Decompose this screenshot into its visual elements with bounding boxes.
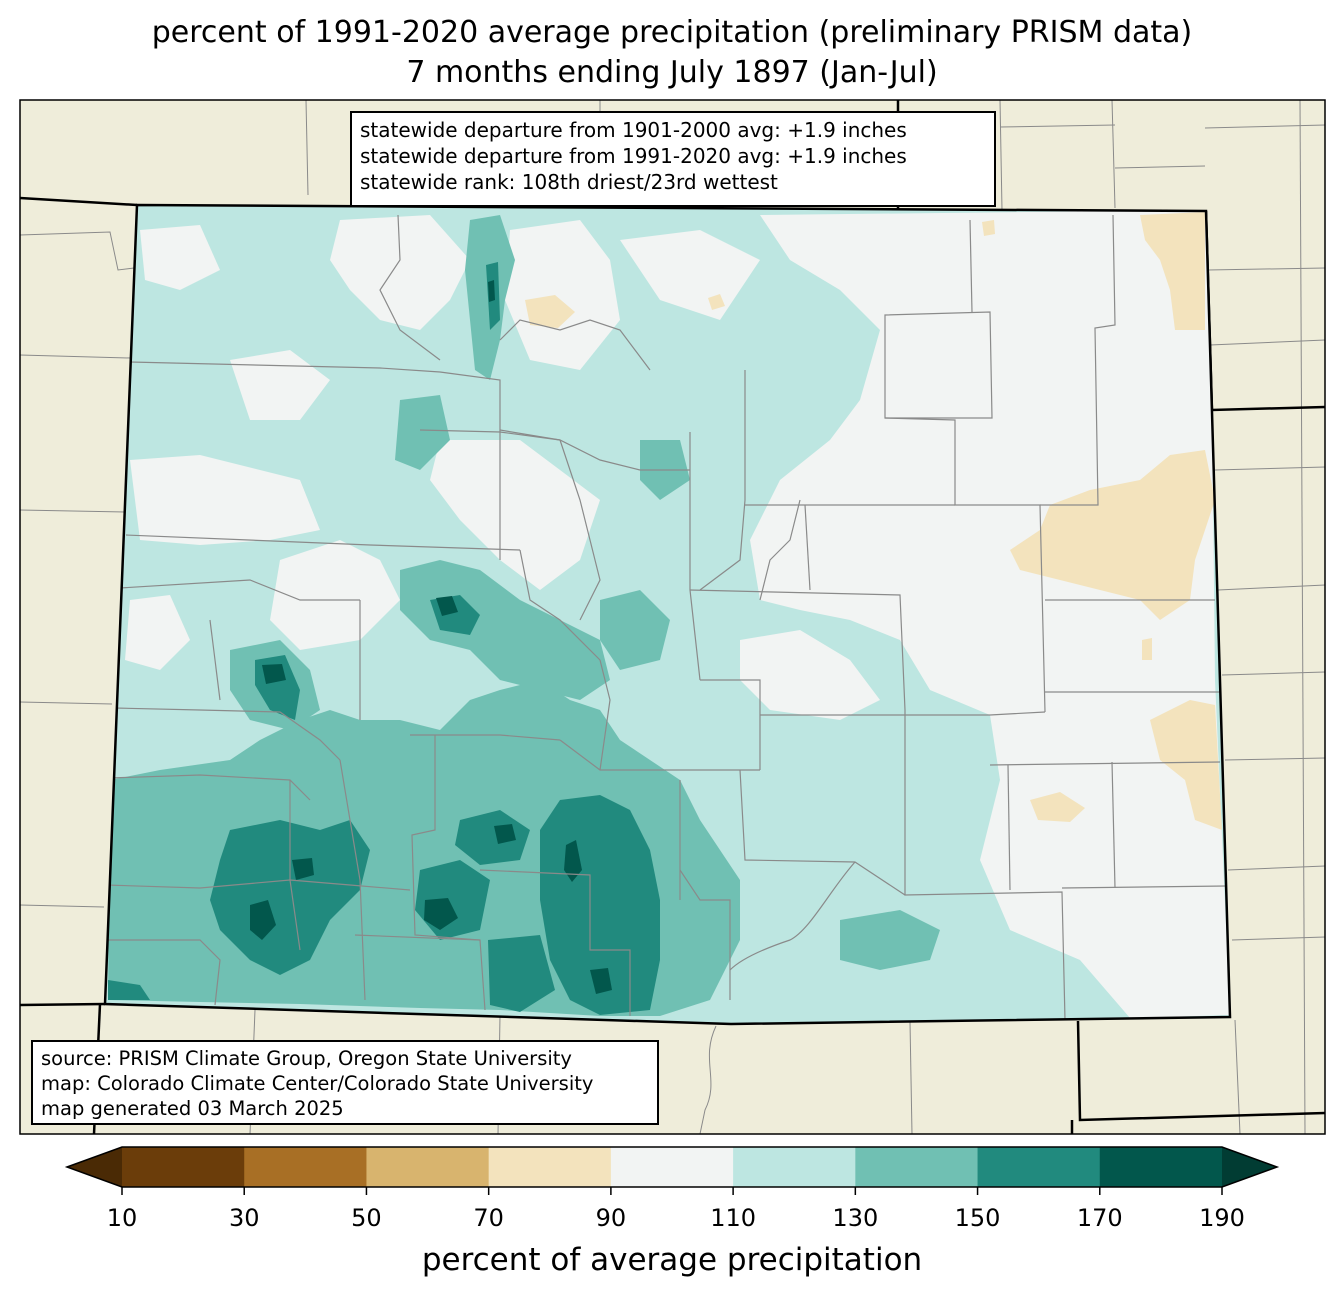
colorbar-tick-label: 150: [954, 1204, 1001, 1232]
colorbar-extend-high: [1222, 1147, 1277, 1187]
colorbar-tick-label: 30: [228, 1204, 260, 1232]
colorbar-extend-low: [67, 1147, 122, 1187]
colorbar-segment: [1099, 1147, 1223, 1187]
stats-rank: statewide rank: 108th driest/23rd wettes…: [360, 170, 778, 194]
neighbor-county-lines: [20, 100, 1325, 1134]
colorbar-tick-label: 90: [595, 1204, 627, 1232]
colorbar-tick-label: 70: [473, 1204, 504, 1232]
colorbar-tick-label: 50: [351, 1204, 382, 1232]
colorbar-tick-label: 110: [710, 1204, 757, 1232]
map-title-line1: percent of 1991-2020 average precipitati…: [151, 15, 1193, 50]
colorbar-tick-label: 170: [1076, 1204, 1123, 1232]
source-line: source: PRISM Climate Group, Oregon Stat…: [41, 1047, 572, 1070]
colorbar-segment: [122, 1147, 245, 1187]
colorbar-segment: [366, 1147, 490, 1187]
colorbar-tick-label: 10: [106, 1204, 138, 1232]
map-credit-line: map: Colorado Climate Center/Colorado St…: [41, 1072, 594, 1095]
colorbar-segment: [733, 1147, 856, 1187]
colorbar-segment: [244, 1147, 367, 1187]
precipitation-field: [105, 205, 1230, 1024]
colorado-boundary: [103, 203, 1232, 1026]
colorbar: [64, 1146, 1280, 1195]
stats-departure-1901-2000: statewide departure from 1901-2000 avg: …: [360, 118, 907, 142]
colorbar-tick-label: 190: [1199, 1204, 1245, 1232]
colorbar-tick-label: 130: [832, 1204, 879, 1232]
colorbar-segment: [610, 1147, 734, 1187]
stats-departure-1991-2020: statewide departure from 1991-2020 avg: …: [360, 144, 907, 168]
colorbar-segment: [855, 1147, 979, 1187]
statewide-stats-box: statewide departure from 1901-2000 avg: …: [350, 111, 996, 207]
colorbar-segment: [488, 1147, 612, 1187]
generated-date-line: map generated 03 March 2025: [41, 1097, 344, 1120]
colorbar-segment: [977, 1147, 1101, 1187]
colorbar-label: percent of average precipitation: [421, 1242, 923, 1278]
map-title-line2: 7 months ending July 1897 (Jan-Jul): [406, 55, 938, 90]
source-box: source: PRISM Climate Group, Oregon Stat…: [31, 1040, 659, 1125]
